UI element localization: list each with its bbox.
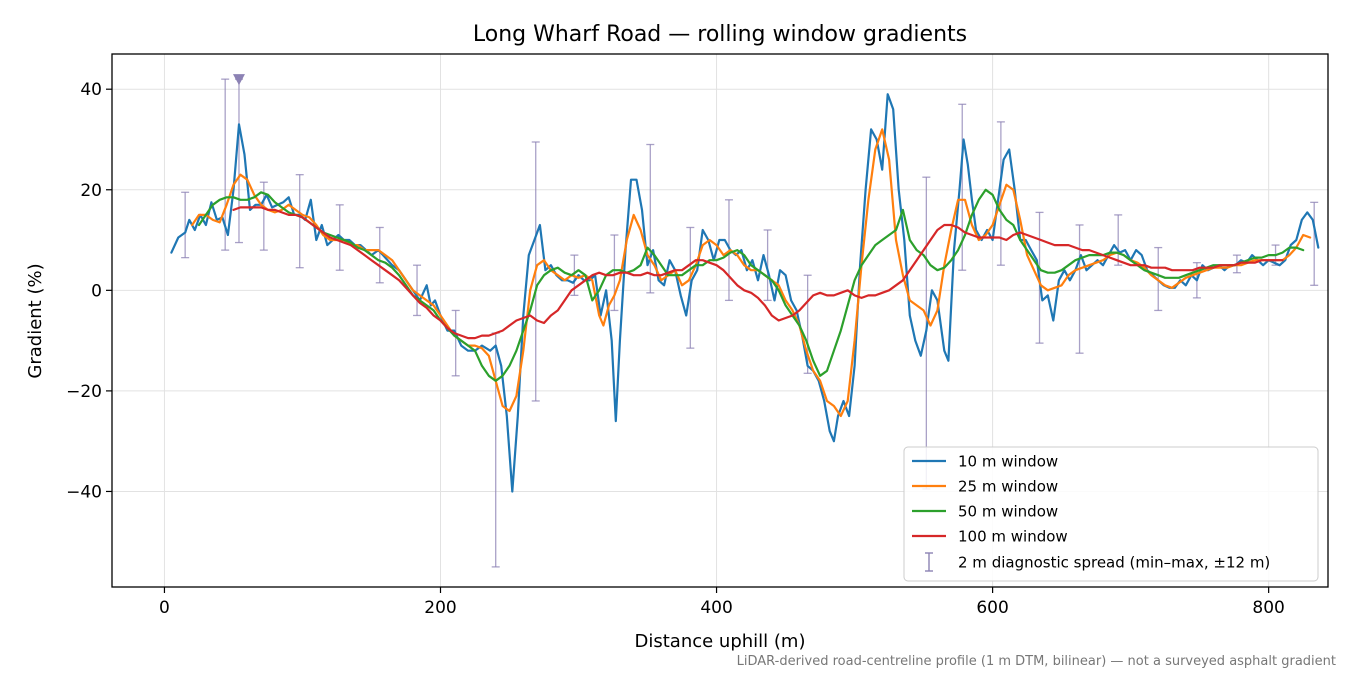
chart-title: Long Wharf Road — rolling window gradien…: [473, 22, 967, 47]
x-tick-label: 800: [1252, 598, 1284, 618]
legend-label-50m: 50 m window: [958, 503, 1058, 521]
series-100m-line: [232, 206, 1284, 340]
y-tick-label: −20: [66, 382, 102, 402]
x-tick-label: 400: [700, 598, 732, 618]
legend-box: [903, 446, 1319, 582]
legend-label-spread: 2 m diagnostic spread (min–max, ±12 m): [958, 554, 1270, 572]
x-tick-label: 0: [159, 598, 170, 618]
plot-frame: [111, 53, 1329, 588]
y-axis-label: Gradient (%): [25, 263, 46, 378]
x-axis: 0 200 400 600 800: [159, 587, 1285, 618]
series-lines: [170, 93, 1320, 493]
y-tick-label: −40: [66, 482, 102, 502]
y-axis: −40 −20 0 20 40: [66, 80, 112, 502]
legend-label-10m: 10 m window: [958, 453, 1058, 471]
series-10m-line: [170, 93, 1320, 493]
legend: 10 m window 25 m window 50 m window 100 …: [903, 446, 1319, 582]
legend-swatch-spread: [925, 552, 933, 572]
series-50m-line: [197, 188, 1305, 382]
y-tick-label: 20: [80, 181, 102, 201]
x-tick-label: 200: [424, 598, 456, 618]
x-axis-label: Distance uphill (m): [635, 631, 806, 652]
x-tick-label: 600: [976, 598, 1008, 618]
max-marker: [232, 74, 245, 86]
y-tick-label: 40: [80, 80, 102, 100]
y-tick-label: 0: [91, 281, 102, 301]
footnote: LiDAR-derived road-centreline profile (1…: [737, 654, 1336, 669]
legend-label-100m: 100 m window: [958, 528, 1068, 546]
legend-label-25m: 25 m window: [958, 478, 1058, 496]
